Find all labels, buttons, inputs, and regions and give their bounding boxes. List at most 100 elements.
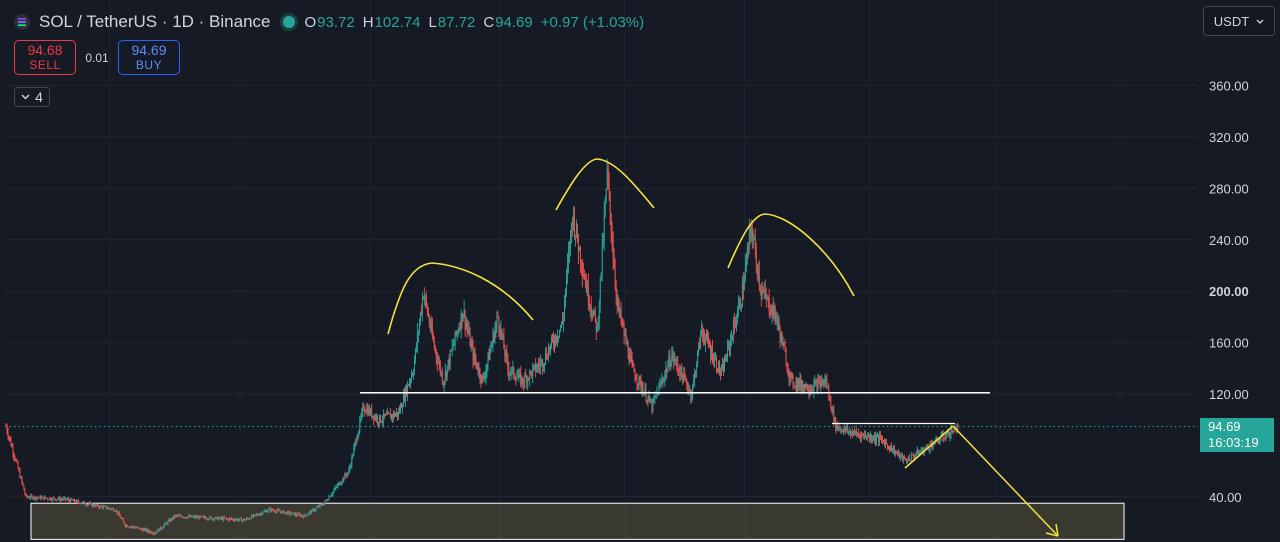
candle-body [174,515,176,518]
candle-body [170,518,172,522]
candle-body [720,372,721,374]
candle-body [476,362,478,369]
candle-body [584,279,586,283]
candle-body [514,376,516,379]
candle-body [304,514,306,516]
candle-body [792,375,794,385]
candle-body [731,337,733,340]
candle-body [750,227,752,230]
candle-body [344,474,346,480]
candle-body [769,311,771,314]
candle-body [928,449,930,450]
candle-body [401,405,402,409]
price-tick-label: 160.00 [1209,336,1249,351]
candle-body [698,343,700,352]
candle-body [655,395,657,397]
candle-body [365,411,367,413]
candle-body [461,312,463,322]
demand-zone-layer [30,502,1125,540]
candle-body [626,343,628,345]
candle-body [256,514,258,516]
candle-body [259,513,261,515]
candle-body [586,283,588,293]
candle-body [310,511,312,513]
candle-body [343,478,345,480]
candle-body [193,516,195,518]
candle-body [289,512,291,515]
candle-body [264,510,266,512]
candle-body [342,478,344,482]
candle-body [235,519,237,521]
candle-body [637,383,639,385]
candle-body [311,509,313,513]
candle-body [528,377,530,380]
candle-body [951,429,953,433]
candle-body [914,455,916,458]
candle-body [817,380,819,391]
candle-body [881,437,882,439]
candle-body [788,371,790,379]
last-price-label: 94.69 16:03:19 [1200,418,1274,452]
candle-body [100,505,102,507]
candle-body [677,364,679,370]
candle-body [600,272,602,278]
candle-body [61,499,63,500]
candle-body [144,528,146,530]
candle-body [331,494,333,496]
candle-body [201,516,203,518]
candle-body [106,508,108,510]
high-value: 102.74 [374,13,421,31]
candle-body [562,321,563,324]
candle-body [203,516,205,518]
candle-body [278,510,280,512]
sell-button[interactable]: 94.68 SELL [14,40,76,75]
candle-body [417,331,419,333]
candle-body [771,306,773,315]
candle-body [773,305,775,318]
candle-body [592,312,594,317]
candle-body [432,336,434,342]
candle-body [724,359,725,372]
candle-body [464,310,466,327]
candle-body [587,283,589,303]
candle-body [140,528,142,530]
buy-label: BUY [135,57,163,72]
candle-body [36,497,38,500]
candle-body [625,334,627,344]
candle-body [261,513,263,515]
candle-body [351,456,353,466]
candle-body [779,329,781,341]
candle-body [204,516,206,518]
candle-body [82,502,83,504]
candle-body [199,515,201,519]
open-value: 93.72 [317,13,355,31]
candle-body [642,388,644,395]
open-label: O [304,13,317,31]
candle-body [56,499,58,501]
candle-body [873,439,874,441]
candle-body [321,504,323,506]
candle-body [123,521,125,525]
currency-select[interactable]: USDT [1203,6,1275,36]
candle-body [421,298,423,313]
candle-body [485,370,487,378]
candle-body [919,451,921,453]
candle-body [252,514,254,517]
buy-button[interactable]: 94.69 BUY [118,40,180,75]
candle-body [57,499,59,500]
candle-body [706,334,708,339]
candle-body [146,529,148,532]
candle-body [234,519,236,521]
price-tick-label: 280.00 [1209,181,1249,196]
symbol-title[interactable]: SOL / TetherUS · 1D · Binance [39,12,271,31]
candle-body [796,381,798,389]
candle-body [287,511,289,515]
candle-body [895,451,897,453]
candle-body [525,375,527,377]
candle-body [254,514,256,516]
indicators-toggle-button[interactable]: 4 [14,87,50,107]
candle-body [619,309,621,312]
candle-body [373,415,375,420]
candle-body [696,364,698,374]
